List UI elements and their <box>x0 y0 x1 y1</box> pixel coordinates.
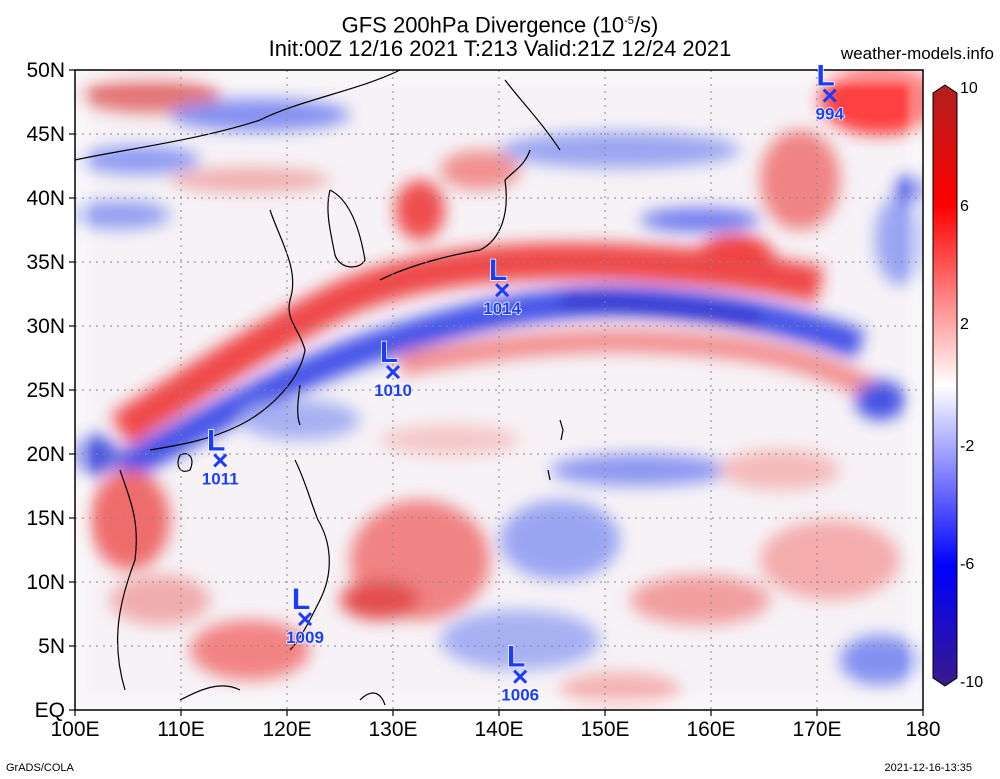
lat-label: 30N <box>26 315 65 338</box>
colorbar-label: 10 <box>960 80 978 97</box>
low-center-icon <box>297 612 313 627</box>
coastlines <box>75 70 564 706</box>
low-pressure-marker: L 1006 <box>501 640 540 706</box>
lat-label: 50N <box>26 59 65 82</box>
low-pressure-value: 1009 <box>286 628 324 647</box>
low-pressure-marker: L 1011 <box>201 424 239 490</box>
site-name: weather-models.info <box>840 44 994 63</box>
low-center-icon <box>495 283 510 298</box>
low-pressure-value: 1014 <box>483 299 521 318</box>
lon-label: 110E <box>157 718 205 741</box>
colorbar-label: -2 <box>960 438 975 455</box>
lon-label: 160E <box>686 718 736 741</box>
lat-label: 10N <box>26 571 65 594</box>
lon-label: 130E <box>368 718 418 741</box>
low-letter: L <box>380 336 398 369</box>
low-pressure-value: 1011 <box>202 469 239 488</box>
lon-label: 140E <box>474 718 524 741</box>
timestamp: 2021-12-16-13:35 <box>884 762 972 774</box>
colorbar-label: 6 <box>960 198 969 215</box>
lat-label: 35N <box>26 251 65 274</box>
low-center-icon <box>385 365 401 380</box>
low-center-icon <box>822 88 837 103</box>
low-pressure-marker: L 1010 <box>373 335 412 401</box>
lat-label: 5N <box>38 635 65 658</box>
lon-label: 150E <box>580 718 630 741</box>
low-center-icon <box>513 669 528 684</box>
low-center-icon <box>213 453 228 468</box>
low-pressure-value: 1010 <box>374 381 412 400</box>
colorbar <box>932 84 958 687</box>
low-pressure-value: 994 <box>816 105 845 124</box>
lat-label: EQ <box>34 699 65 722</box>
lat-label: 15N <box>26 507 65 530</box>
chart-subtitle: Init:00Z 12/16 2021 T:213 Valid:21Z 12/2… <box>268 36 732 61</box>
low-letter: L <box>292 583 310 616</box>
lon-label: 170E <box>792 718 842 741</box>
lat-label: 25N <box>26 379 65 402</box>
colorbar-label: -10 <box>960 674 984 691</box>
lat-label: 20N <box>26 443 65 466</box>
low-pressure-marker: L 1014 <box>483 253 523 319</box>
lon-label: 100E <box>50 718 100 741</box>
low-pressure-value: 1006 <box>501 686 539 705</box>
colorbar-label: -6 <box>960 556 975 573</box>
lon-label: 120E <box>262 718 312 741</box>
low-letter: L <box>507 641 525 674</box>
low-pressure-marker: L 1009 <box>285 582 324 648</box>
low-pressure-marker: L 994 <box>815 59 845 125</box>
divergence-field <box>75 70 923 710</box>
lat-label: 40N <box>26 187 65 210</box>
credit: GrADS/COLA <box>6 762 74 774</box>
low-letter: L <box>207 424 225 457</box>
lon-label: 180 <box>905 718 941 741</box>
low-letter: L <box>817 60 835 93</box>
colorbar-label: 2 <box>960 316 969 333</box>
chart-title: GFS 200hPa Divergence (10-5/s) <box>341 12 659 38</box>
lat-label: 45N <box>26 123 65 146</box>
low-letter: L <box>489 254 507 287</box>
